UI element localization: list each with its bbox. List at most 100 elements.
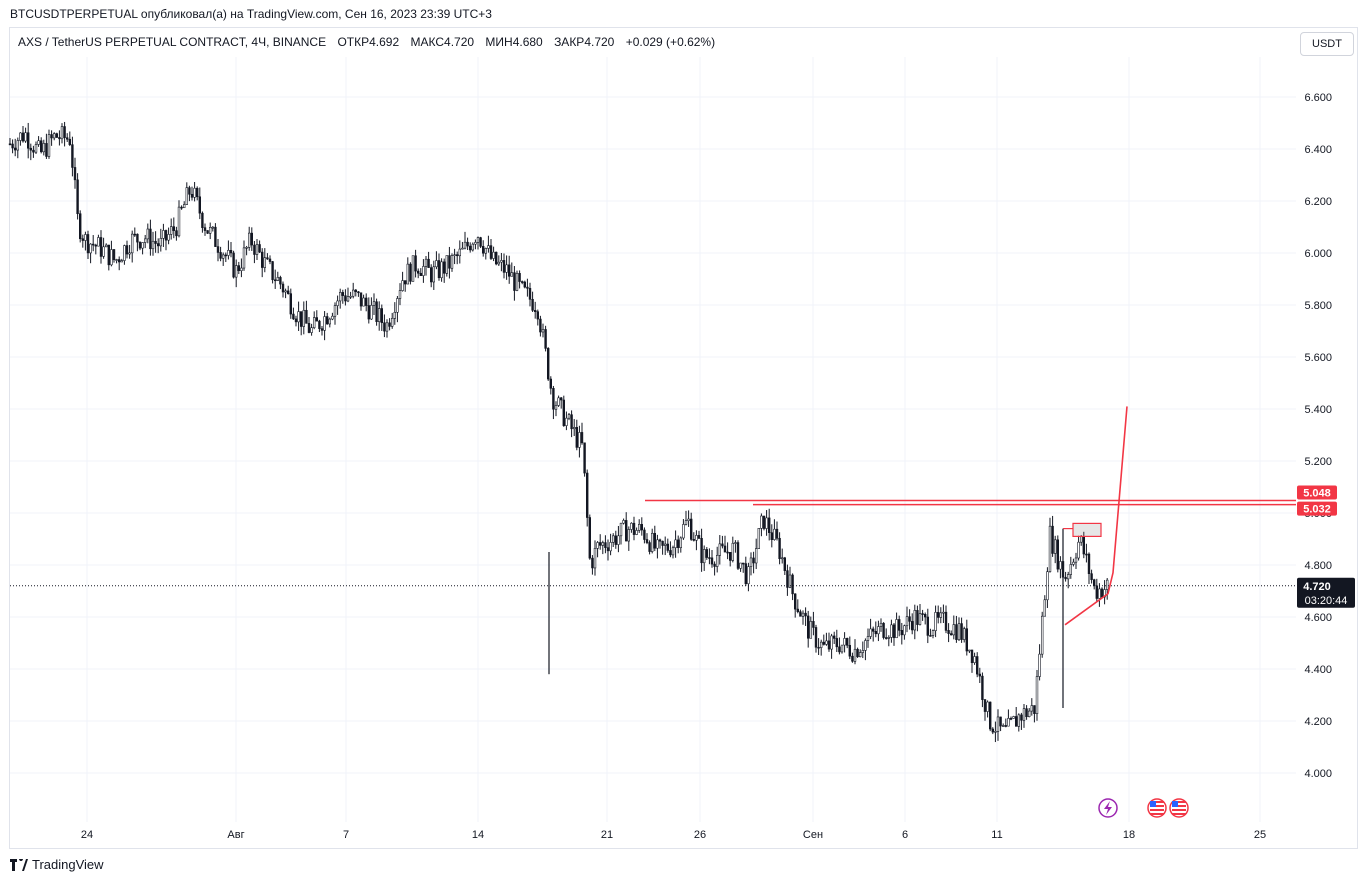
candle-body: [219, 252, 222, 259]
low-label: МИН: [485, 35, 513, 49]
flag-stripe: [1150, 809, 1164, 811]
candle-body: [840, 644, 844, 653]
candle-body: [338, 292, 342, 302]
candle-body: [502, 260, 506, 273]
candle-body: [552, 388, 555, 410]
candle-body: [923, 613, 927, 618]
x-tick-label: 26: [694, 829, 706, 841]
candle-body: [1028, 710, 1031, 717]
candle-body: [884, 637, 888, 639]
candle-body: [858, 652, 862, 658]
candle-body: [624, 520, 628, 542]
candle-body: [1098, 588, 1101, 599]
candle-body: [609, 542, 612, 552]
candle-body: [209, 226, 212, 234]
candle-body: [835, 638, 839, 648]
candle-body: [643, 529, 646, 540]
candle-body: [263, 257, 266, 268]
candle-body: [783, 557, 787, 571]
candle-body: [24, 132, 27, 142]
candle-body: [1038, 653, 1041, 677]
candle-body: [531, 298, 534, 311]
candle-body: [1090, 573, 1093, 581]
candle-body: [554, 405, 558, 410]
candle-body: [120, 260, 124, 263]
candle-body: [39, 140, 43, 153]
candle-body: [32, 149, 35, 153]
candle-body: [809, 621, 813, 639]
candle-body: [136, 233, 139, 243]
candle-body: [929, 635, 932, 637]
candle-body: [1072, 561, 1075, 565]
candle-body: [1017, 714, 1021, 727]
candle-body: [227, 250, 230, 256]
candle-body: [960, 623, 963, 640]
candle-body: [380, 308, 383, 324]
candle-body: [479, 237, 482, 247]
candle-body: [448, 255, 451, 269]
candle-body: [84, 234, 87, 241]
x-tick-label: Авг: [227, 829, 244, 841]
candle-body: [814, 627, 818, 648]
candle-body: [817, 646, 820, 649]
candle-body: [541, 329, 545, 333]
footer-brand[interactable]: TradingView: [32, 857, 104, 872]
candle-body: [544, 329, 547, 349]
candle-body: [931, 630, 935, 636]
candle-body: [99, 237, 103, 257]
candle-body: [240, 267, 243, 271]
candle-body: [1095, 585, 1099, 599]
candle-body: [713, 563, 716, 567]
symbol-title[interactable]: AXS / TetherUS PERPETUAL CONTRACT, 4Ч, B…: [18, 35, 327, 49]
candle-body: [830, 635, 833, 650]
candle-body: [845, 638, 849, 646]
candle-body: [731, 542, 735, 561]
candle-body: [346, 296, 350, 302]
candle-body: [224, 254, 227, 257]
candle-body: [580, 432, 584, 444]
candle-body: [52, 133, 56, 139]
candle-body: [401, 280, 404, 291]
candle-body: [700, 538, 703, 564]
candle-body: [832, 635, 836, 639]
candle-body: [864, 640, 867, 651]
candle-body: [908, 616, 911, 622]
grid-layer: [10, 57, 1296, 822]
candle-body: [939, 612, 943, 618]
candle-body: [364, 297, 368, 306]
flag-canton: [1150, 801, 1156, 807]
candle-body: [718, 543, 722, 556]
candle-body: [648, 542, 651, 552]
candle-body: [476, 237, 480, 243]
low-value: 4.680: [512, 35, 543, 49]
candle-body: [843, 638, 846, 646]
candle-body: [45, 143, 48, 157]
candle-body: [635, 530, 638, 535]
candle-body: [1001, 725, 1005, 727]
candle-body: [572, 427, 576, 430]
candle-body: [780, 557, 784, 560]
candle-body: [115, 259, 118, 261]
candle-body: [983, 699, 987, 712]
candle-body: [284, 290, 287, 293]
event-icons: [1098, 798, 1189, 818]
candle-body: [375, 301, 378, 322]
candle-body: [281, 283, 285, 293]
candle-body: [89, 243, 92, 254]
candle-body: [63, 126, 66, 139]
candle-body: [702, 549, 706, 564]
candle-body: [170, 226, 173, 235]
candle-body: [505, 264, 508, 273]
candle-body: [905, 616, 909, 627]
candle-body: [299, 311, 303, 327]
candle-body: [183, 204, 186, 209]
candle-body: [289, 293, 292, 315]
candle-body: [123, 245, 126, 261]
currency-button[interactable]: USDT: [1300, 32, 1354, 56]
candle-body: [1014, 716, 1018, 727]
candle-body: [362, 297, 365, 307]
candle-body: [367, 305, 370, 320]
candle-body: [354, 289, 357, 293]
candle-body: [674, 539, 677, 549]
